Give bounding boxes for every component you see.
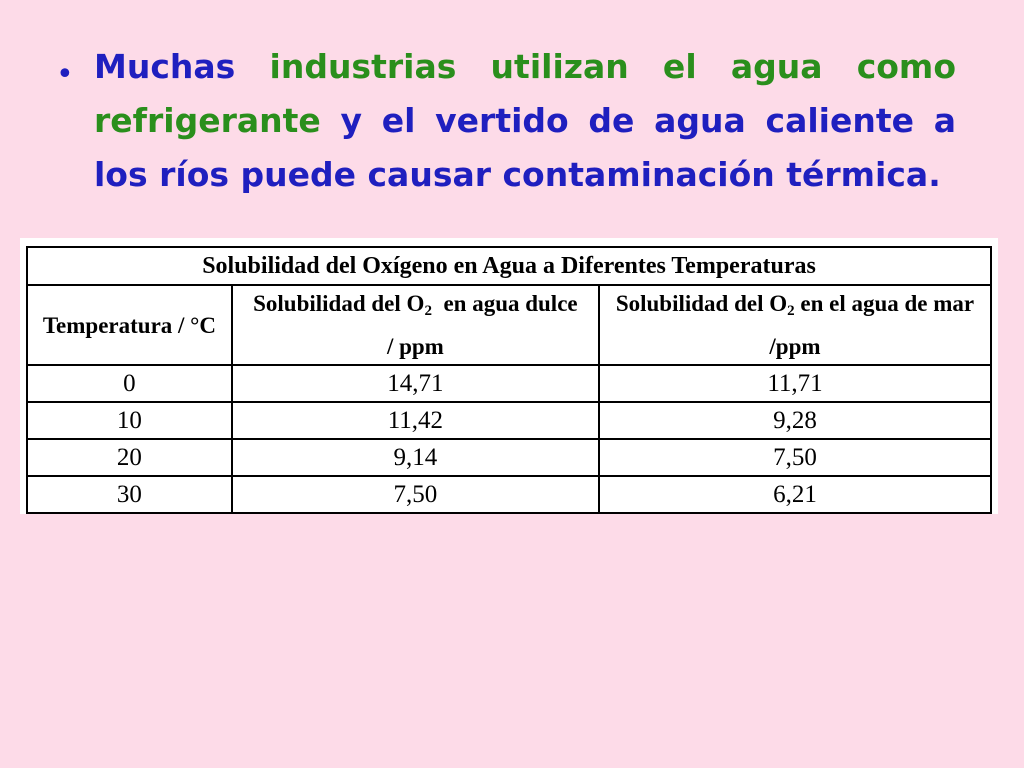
header-freshwater-sub: 2 [424,303,432,319]
table-row: 10 11,42 9,28 [26,401,993,440]
table-row: 0 14,71 11,71 [26,364,993,403]
cell-temperature: 20 [26,438,233,477]
solubility-table-panel: Solubilidad del Oxígeno en Agua a Difere… [20,238,998,514]
table-title: Solubilidad del Oxígeno en Agua a Difere… [26,246,992,286]
cell-seawater: 6,21 [597,475,993,514]
header-seawater-pre: Solubilidad del O [615,291,788,316]
table-title-row: Solubilidad del Oxígeno en Agua a Difere… [26,246,992,286]
header-temperature: Temperatura / °C [26,284,233,366]
header-seawater-post: en el agua de mar /ppm [769,291,975,359]
cell-freshwater: 11,42 [230,401,600,440]
header-freshwater-pre: Solubilidad del O [253,291,425,316]
solubility-table: Solubilidad del Oxígeno en Agua a Difere… [26,246,993,514]
header-freshwater-solubility: Solubilidad del O2 en agua dulce / ppm [230,284,600,366]
cell-freshwater: 9,14 [230,438,600,477]
bullet-text-segment-3: y el vertido de agua caliente a los ríos… [94,101,956,194]
bullet-text: Muchas industrias utilizan el agua como … [94,40,956,202]
cell-temperature: 30 [26,475,233,514]
bullet-point: • Muchas industrias utilizan el agua com… [56,40,956,202]
table-row: 30 7,50 6,21 [26,475,993,514]
header-freshwater-post: en agua dulce / ppm [386,291,584,359]
header-seawater-solubility: Solubilidad del O2 en el agua de mar /pp… [597,284,993,366]
cell-seawater: 11,71 [597,364,993,403]
table-header-row: Temperatura / °C Solubilidad del O2 en a… [26,284,993,366]
cell-seawater: 9,28 [597,401,993,440]
header-seawater-sub: 2 [787,303,795,319]
bullet-text-segment-2: industrias utilizan el agua como refrige… [94,47,956,140]
cell-temperature: 10 [26,401,233,440]
cell-freshwater: 7,50 [230,475,600,514]
table-row: 20 9,14 7,50 [26,438,993,477]
bullet-text-segment-1: Muchas [94,47,270,86]
cell-seawater: 7,50 [597,438,993,477]
bullet-marker: • [56,57,74,92]
cell-freshwater: 14,71 [230,364,600,403]
cell-temperature: 0 [26,364,233,403]
